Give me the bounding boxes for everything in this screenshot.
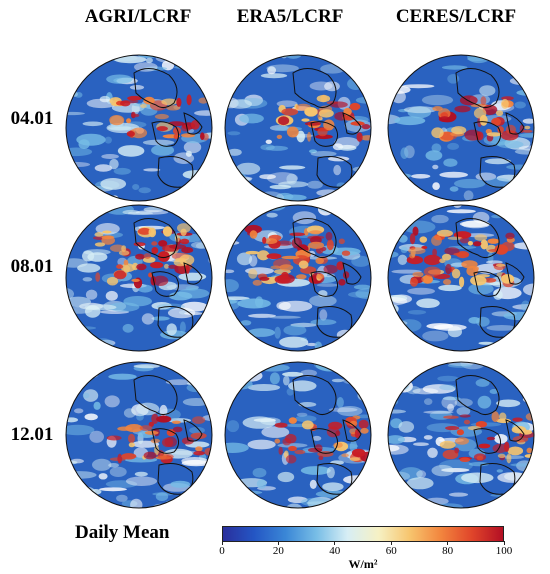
globe-map-r1-c2	[223, 53, 373, 203]
colorbar-tick-label: 80	[442, 545, 454, 557]
globe-map-r1-c3	[386, 53, 536, 203]
colorbar-tick-mark	[390, 541, 392, 545]
colorbar-tick-mark	[503, 541, 505, 545]
colorbar-unit: W/m²	[348, 557, 378, 571]
column-title-2: ERA5/LCRF	[236, 6, 344, 27]
colorbar	[222, 526, 504, 542]
globe-map-r3-c2	[223, 360, 373, 510]
colorbar-tick-mark	[221, 541, 223, 545]
row-label-3: 12.01	[10, 424, 54, 445]
globe-map-r3-c3	[386, 360, 536, 510]
colorbar-tick-label: 0	[219, 545, 225, 557]
row-label-2: 08.01	[10, 256, 54, 277]
column-title-3: CERES/LCRF	[395, 6, 517, 27]
colorbar-tick-mark	[447, 541, 449, 545]
colorbar-tick-label: 100	[495, 545, 513, 557]
daily-mean-label: Daily Mean	[75, 522, 170, 543]
row-label-1: 04.01	[10, 108, 54, 129]
globe-map-r3-c1	[64, 360, 214, 510]
colorbar-tick-label: 20	[272, 545, 284, 557]
column-title-1: AGRI/LCRF	[84, 6, 192, 27]
colorbar-tick-label: 60	[385, 545, 397, 557]
colorbar-tick-mark	[334, 541, 336, 545]
colorbar-tick-label: 40	[329, 545, 341, 557]
globe-map-r2-c2	[223, 203, 373, 353]
globe-map-r2-c3	[386, 203, 536, 353]
globe-map-r1-c1	[64, 53, 214, 203]
colorbar-tick-mark	[277, 541, 279, 545]
globe-map-r2-c1	[64, 203, 214, 353]
